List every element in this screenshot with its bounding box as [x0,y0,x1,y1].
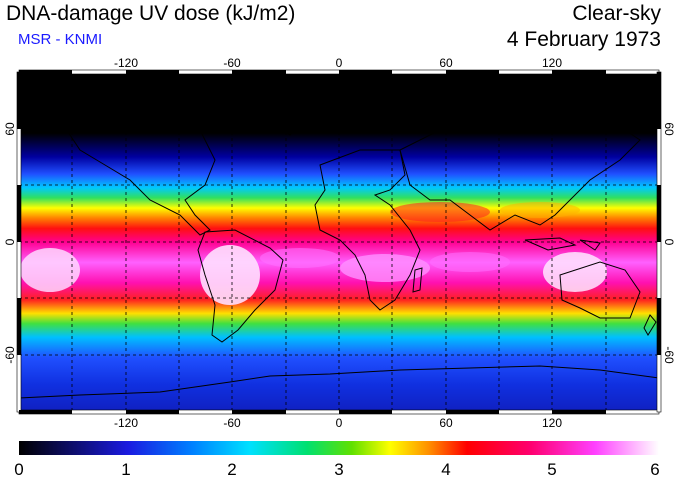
lon-label-top: -120 [114,56,138,70]
latitude-labels-left: 60 0 -60 [3,122,17,364]
lat-label-left: -60 [3,346,17,364]
colorbar-label: 6 [650,460,659,479]
longitude-labels-bottom: -120 -60 0 60 120 [114,416,562,430]
chart-title: DNA-damage UV dose (kJ/m2) [6,2,296,25]
lon-label-top: 0 [336,56,343,70]
lat-label-right: 0 [662,239,676,246]
colorbar-label: 2 [227,460,236,479]
colorbar-label: 5 [547,460,556,479]
lat-label-right: 60 [662,122,676,136]
colorbar [19,441,659,455]
latitude-labels-right: 60 0 -60 [662,122,676,364]
lat-label-right: -60 [662,346,676,364]
colorbar-label: 3 [334,460,343,479]
lon-label-bottom: 120 [542,416,562,430]
colorbar-label: 0 [14,460,23,479]
colorbar-labels: 0 1 2 3 4 5 6 [14,460,659,479]
lon-label-top: 60 [439,56,453,70]
lon-label-bottom: -60 [223,416,241,430]
lon-label-bottom: 0 [336,416,343,430]
colorbar-label: 1 [121,460,130,479]
lat-label-left: 0 [3,238,17,245]
colorbar-label: 4 [441,460,450,479]
longitude-labels-top: -120 -60 0 60 120 [114,56,562,70]
sky-condition-label: Clear-sky [572,2,661,25]
lon-label-bottom: -120 [114,416,138,430]
lon-label-top: 120 [542,56,562,70]
lat-label-left: 60 [3,122,17,136]
date-label: 4 February 1973 [506,28,661,51]
lon-label-bottom: 60 [439,416,453,430]
source-label: MSR - KNMI [18,31,103,48]
coastlines [19,89,659,399]
graticule [19,72,659,412]
lon-label-top: -60 [223,56,241,70]
map-frame [16,69,662,415]
